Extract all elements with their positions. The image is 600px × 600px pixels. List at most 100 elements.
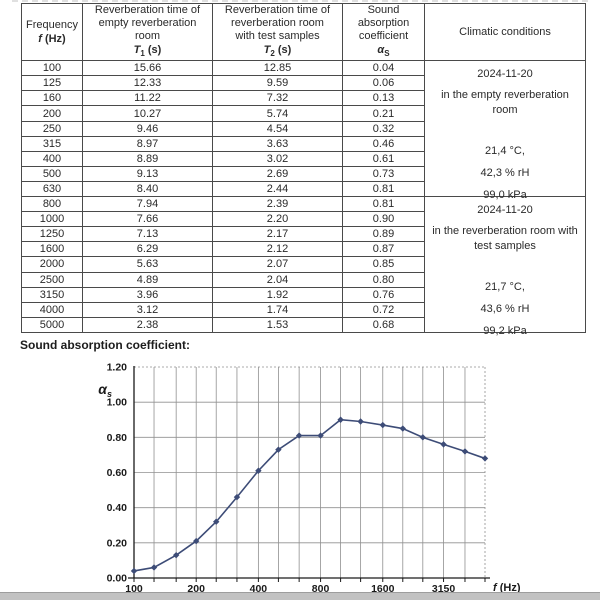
y-tick-label: 1.20 (107, 362, 128, 374)
header-line: absorption (357, 17, 410, 29)
cell-alpha: 0.72 (342, 301, 425, 318)
section-title: Sound absorption coefficient: (20, 338, 190, 352)
symbol-subscript: S (384, 49, 390, 59)
cell-alpha: 0.61 (342, 150, 425, 167)
symbol-subscript: 1 (140, 49, 145, 59)
cell-t2: 2.69 (212, 165, 343, 182)
symbol-unit: (s) (147, 44, 162, 56)
climate-date: 2024-11-20 (477, 204, 533, 217)
header-line: reverberation room (231, 17, 324, 29)
x-axis-label-unit: (Hz) (497, 582, 521, 594)
header-line: coefficient (358, 30, 409, 42)
climate-location: in the empty reverberation room (441, 89, 569, 117)
symbol-unit: (s) (277, 44, 292, 56)
header-line: empty reverberation (98, 17, 197, 29)
climate-block: 2024-11-20 in the empty reverberation roo… (425, 61, 585, 201)
column-header-frequency: Frequency f (Hz) (21, 2, 83, 62)
header-line: Reverberation time of (94, 4, 201, 16)
table-header: Frequency f (Hz) Reverberation time of empty… (21, 2, 586, 62)
data-point (419, 434, 427, 441)
climate-location: in the reverberation room with test samp… (432, 225, 578, 253)
y-axis-label: αs (98, 381, 112, 399)
x-axis-label-sym: f (493, 582, 498, 594)
header-line: Climatic conditions (459, 25, 551, 38)
cell-frequency: 125 (21, 75, 83, 92)
page-bottom-edge (0, 592, 600, 600)
table-row: 1250 7.13 2.17 0.89 (21, 226, 586, 243)
climate-value: 21,4 °C, (485, 145, 525, 158)
data-point (172, 551, 180, 559)
climate-value: 99,2 kPa (483, 325, 527, 338)
data-point (399, 425, 406, 432)
y-tick-label: 0.80 (107, 432, 128, 444)
data-point (130, 567, 138, 575)
data-point (461, 448, 469, 455)
table-row: 500 9.13 2.69 0.73 (21, 165, 586, 182)
header-row: Frequency f (Hz) Reverberation time of empty… (21, 2, 586, 62)
header-line: with test samples (235, 30, 320, 42)
cell-alpha: 0.89 (342, 226, 425, 243)
table-row: 5000 2.38 1.53 0.68 (21, 316, 586, 334)
table-row: 800 7.94 2.39 0.81 2024-11-20 in the reverber… (21, 196, 586, 337)
climate-value: 21,7 °C, (485, 281, 525, 294)
data-point (337, 416, 344, 423)
cell-t2: 1.53 (212, 316, 343, 334)
data-point (255, 467, 262, 474)
table-row: 2000 5.63 2.07 0.85 (21, 256, 586, 273)
cell-frequency: 100 (21, 60, 83, 77)
data-point (440, 441, 447, 448)
cell-frequency: 2000 (21, 256, 83, 273)
cell-t2: 1.92 (212, 286, 343, 303)
data-point (213, 518, 220, 525)
data-point (275, 446, 282, 453)
table-row: 125 12.33 9.59 0.06 (21, 75, 586, 92)
column-header-alpha: Sound absorption coefficient αS (342, 2, 425, 62)
cell-alpha: 0.04 (342, 60, 425, 77)
column-header-t2: Reverberation time of reverberation room w… (212, 2, 343, 62)
cell-frequency: 400 (21, 150, 83, 167)
climate-value: 99,0 kPa (483, 189, 527, 202)
climate-block: 2024-11-20 in the reverberation room with… (425, 197, 585, 337)
cell-climatic-conditions: 2024-11-20 in the reverberation room with… (424, 196, 586, 337)
data-point (150, 564, 158, 571)
data-point (295, 432, 303, 439)
y-tick-label: 0.40 (107, 502, 128, 514)
column-header-t1: Reverberation time of empty reverberation… (82, 2, 213, 62)
cell-t1: 8.89 (82, 150, 213, 167)
page-top-edge (12, 0, 588, 2)
x-axis-label: f (Hz) (493, 582, 521, 594)
header-symbol-line: αS (343, 44, 424, 60)
cell-climatic-conditions: 2024-11-20 in the empty reverberation roo… (424, 60, 586, 201)
climate-values: 21,4 °C, 42,3 % rH 99,0 kPa (481, 136, 530, 202)
cell-alpha: 0.76 (342, 286, 425, 303)
y-tick-label: 1.00 (107, 397, 128, 409)
header-line: Frequency (26, 18, 78, 31)
data-point (192, 537, 200, 545)
symbol: T (133, 44, 141, 56)
cell-frequency: 1000 (21, 211, 83, 228)
header-symbol-line: T2 (s) (213, 44, 342, 60)
cell-alpha: 0.68 (342, 316, 425, 334)
table-body: 100 15.66 12.85 0.04 2024-11-20 in the empty … (21, 60, 586, 337)
symbol: T (263, 44, 271, 56)
climate-value: 43,6 % rH (480, 303, 530, 316)
series-line (133, 418, 486, 572)
header-symbol-line: f (Hz) (22, 33, 82, 46)
column-header-climate: Climatic conditions (424, 2, 586, 62)
y-tick-label: 0.60 (107, 467, 128, 479)
climate-values: 21,7 °C, 43,6 % rH 99,2 kPa (481, 272, 530, 338)
header-line: Reverberation time of (224, 4, 331, 16)
symbol: α (377, 44, 385, 56)
cell-frequency: 5000 (21, 316, 83, 334)
y-tick-label: 0.00 (107, 573, 128, 585)
climate-date: 2024-11-20 (477, 68, 533, 81)
table-row: 400 8.89 3.02 0.61 (21, 150, 586, 167)
cell-t2: 12.85 (212, 60, 343, 77)
data-point (357, 418, 364, 425)
data-point (233, 493, 241, 501)
symbol: f (38, 32, 42, 45)
data-point (379, 421, 386, 429)
header-symbol-line: T1 (s) (83, 44, 212, 60)
header-line: Sound (367, 4, 400, 16)
